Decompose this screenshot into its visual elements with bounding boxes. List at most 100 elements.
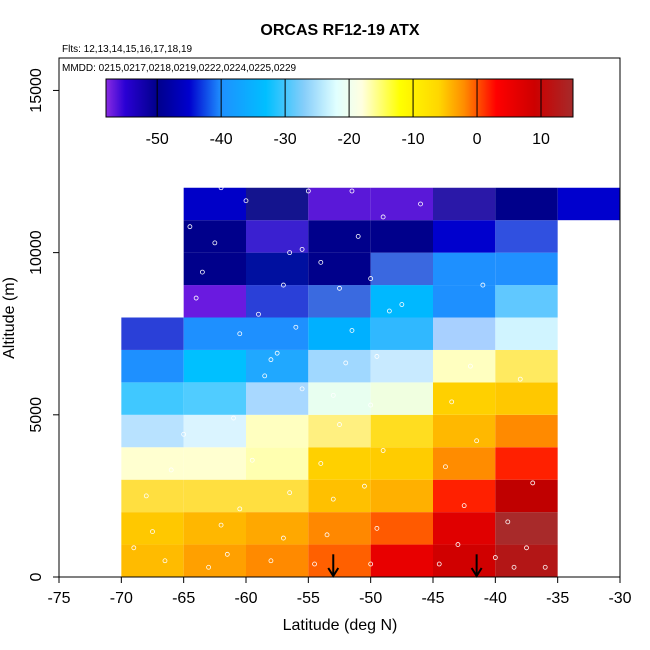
heatmap-cell [246, 187, 309, 221]
x-tick-label: -60 [234, 590, 257, 607]
heatmap-cell [308, 252, 371, 286]
heatmap-cell [433, 317, 496, 350]
sample-point [355, 234, 361, 239]
arrow-head [470, 567, 483, 578]
sample-point [287, 490, 293, 496]
heatmap-cell [308, 220, 371, 253]
x-tick-label: -65 [172, 590, 195, 607]
heatmap-cell [308, 544, 371, 577]
heatmap-cell [308, 414, 371, 448]
sample-point [530, 480, 536, 486]
sample-point [293, 324, 299, 330]
heatmap-cell [495, 220, 558, 253]
heatmap-cell [183, 382, 246, 415]
heatmap-cell [370, 544, 433, 577]
heatmap-cell [370, 317, 433, 350]
heatmap-cell [183, 544, 246, 577]
sample-point [231, 415, 236, 421]
heatmap-cell [370, 252, 433, 286]
heatmap-cell [495, 447, 558, 480]
colorbar [105, 78, 574, 118]
sample-point [374, 525, 380, 531]
sample-point [418, 201, 423, 207]
sample-point [237, 506, 243, 512]
sample-point [187, 224, 193, 230]
x-tick-label: -70 [110, 590, 133, 607]
sample-point [492, 555, 498, 560]
sample-point [330, 496, 336, 502]
x-tick-label: -40 [484, 590, 507, 607]
sample-point [193, 295, 199, 301]
sample-point [131, 545, 137, 551]
heatmap-cell [433, 479, 496, 513]
heatmap-cell [370, 285, 433, 318]
sample-point [380, 448, 386, 453]
heatmap-cell [121, 447, 184, 480]
y-tick-label: 0 [28, 572, 45, 581]
heatmap-cell [183, 317, 246, 350]
sample-point [436, 561, 442, 567]
colorbar-tick-label: -50 [146, 131, 169, 148]
heatmap-cell [121, 382, 184, 415]
sample-point [150, 529, 155, 534]
sample-point [524, 545, 529, 551]
heatmap-cell [121, 544, 184, 577]
sample-point [218, 185, 224, 191]
sample-point [162, 558, 168, 564]
sample-point [368, 276, 374, 281]
sample-point [374, 354, 380, 359]
sample-point [218, 522, 224, 528]
heatmap-cell [183, 479, 246, 513]
heatmap-cell [433, 220, 496, 253]
sample-point [299, 246, 305, 252]
sample-point [256, 311, 261, 317]
sample-point [249, 457, 255, 463]
sample-point [299, 386, 305, 392]
x-tick-label: -50 [359, 590, 382, 607]
sample-point [274, 350, 280, 356]
heatmap-cell [495, 382, 558, 415]
heatmap-cell [370, 220, 433, 253]
sample-point [386, 308, 392, 314]
heatmap-cell [433, 512, 496, 545]
heatmap-cell [246, 447, 309, 480]
sample-point [330, 392, 336, 398]
heatmap-cell [370, 349, 433, 383]
sample-point [380, 214, 386, 220]
sample-point [287, 250, 293, 256]
sample-point [542, 564, 548, 570]
heatmap-cell [183, 187, 246, 221]
sample-point [399, 302, 405, 307]
heatmap-cell [246, 220, 309, 253]
sample-point [461, 503, 467, 509]
sample-point [268, 558, 274, 564]
sample-point [312, 561, 317, 567]
heatmap-cell [246, 512, 309, 545]
heatmap-cell [121, 414, 184, 448]
sample-point [212, 240, 218, 246]
sample-point [349, 328, 355, 333]
sample-point [343, 360, 349, 366]
heatmap-cell [370, 414, 433, 448]
heatmap-cell [433, 414, 496, 448]
dates-label: MMDD: 0215,0217,0218,0219,0222,0224,0225… [62, 63, 297, 74]
heatmap-cell [308, 187, 371, 221]
x-axis-label: Latitude (deg N) [283, 617, 398, 634]
heatmap-cell [121, 317, 184, 350]
heatmap-cell [495, 479, 558, 513]
heatmap-cell [121, 349, 184, 383]
sample-point [511, 564, 517, 570]
sample-point [305, 188, 311, 194]
arrow-head [327, 567, 340, 578]
sample-point [224, 551, 230, 557]
x-tick-label: -35 [546, 590, 569, 607]
sample-point [199, 269, 205, 275]
heatmap-cell [308, 349, 371, 383]
heatmap-cell [246, 414, 309, 448]
x-tick-label: -55 [297, 590, 320, 607]
y-tick-label: 15000 [28, 68, 45, 113]
heatmap-cell [370, 382, 433, 415]
heatmap-cell [433, 382, 496, 415]
heatmap-cell [246, 317, 309, 350]
